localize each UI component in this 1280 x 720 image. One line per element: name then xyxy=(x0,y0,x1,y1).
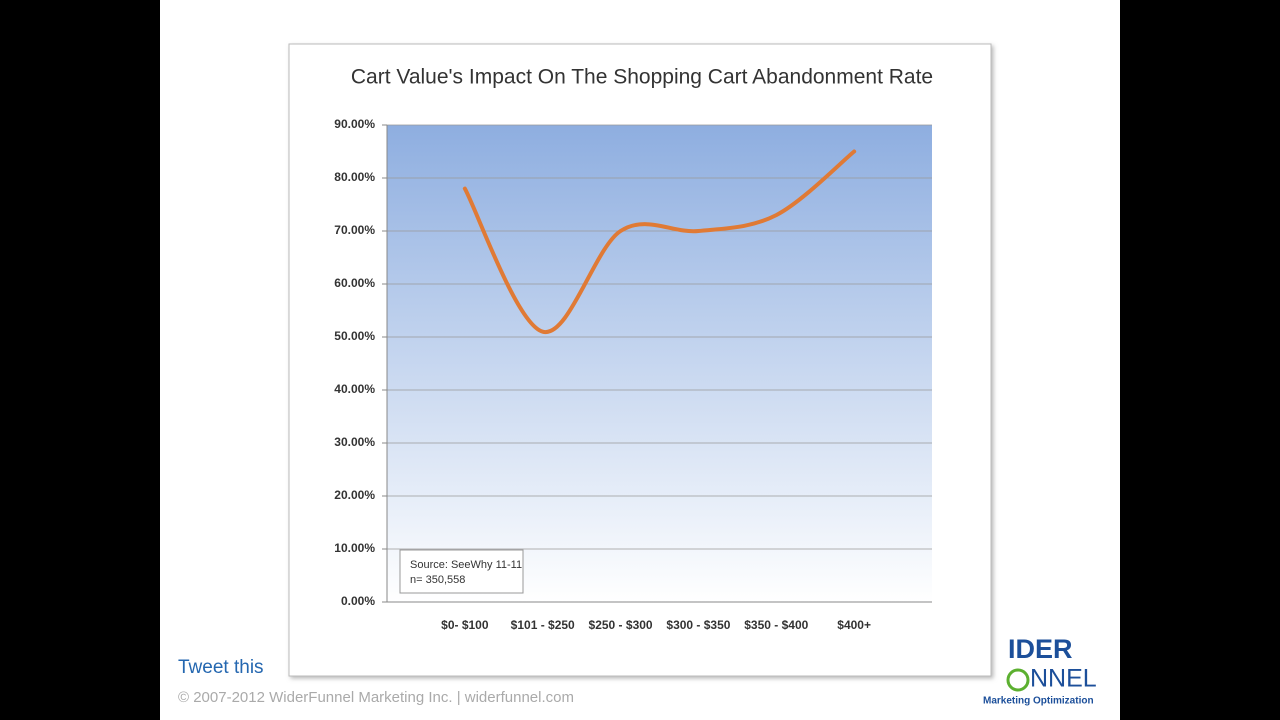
x-tick-label: $250 - $300 xyxy=(589,618,653,632)
y-tick-label: 60.00% xyxy=(334,276,375,290)
y-tick-label: 90.00% xyxy=(334,117,375,131)
y-tick-label: 40.00% xyxy=(334,382,375,396)
data-line xyxy=(462,149,857,334)
logo-tagline: Marketing Optimization xyxy=(983,696,1094,707)
sample-note: n= 350,558 xyxy=(410,574,465,586)
source-note: Source: SeeWhy 11-11 xyxy=(410,559,522,571)
source-box xyxy=(399,549,524,594)
logo-icon xyxy=(1006,668,1030,692)
x-tick-label: $0- $100 xyxy=(441,618,489,632)
tweet-link[interactable]: Tweet this xyxy=(178,657,264,678)
marks xyxy=(462,149,857,334)
copyright: © 2007-2012 WiderFunnel Marketing Inc. |… xyxy=(178,689,574,706)
y-tick-label: 70.00% xyxy=(334,223,375,237)
y-tick-label: 20.00% xyxy=(334,488,375,502)
y-tick-label: 30.00% xyxy=(334,435,375,449)
x-tick-label: $101 - $250 xyxy=(511,618,575,632)
logo-bottom: NNEL xyxy=(1030,665,1097,693)
x-tick-label: $400+ xyxy=(837,618,871,632)
y-tick-label: 0.00% xyxy=(341,594,375,608)
y-tick-label: 80.00% xyxy=(334,170,375,184)
logo-top: IDER xyxy=(1008,634,1073,664)
plot-area xyxy=(387,125,932,602)
y-tick-label: 50.00% xyxy=(334,329,375,343)
chart-title: Cart Value's Impact On The Shopping Cart… xyxy=(351,66,933,89)
x-tick-label: $300 - $350 xyxy=(666,618,730,632)
y-tick-label: 10.00% xyxy=(334,541,375,555)
x-tick-label: $350 - $400 xyxy=(744,618,808,632)
